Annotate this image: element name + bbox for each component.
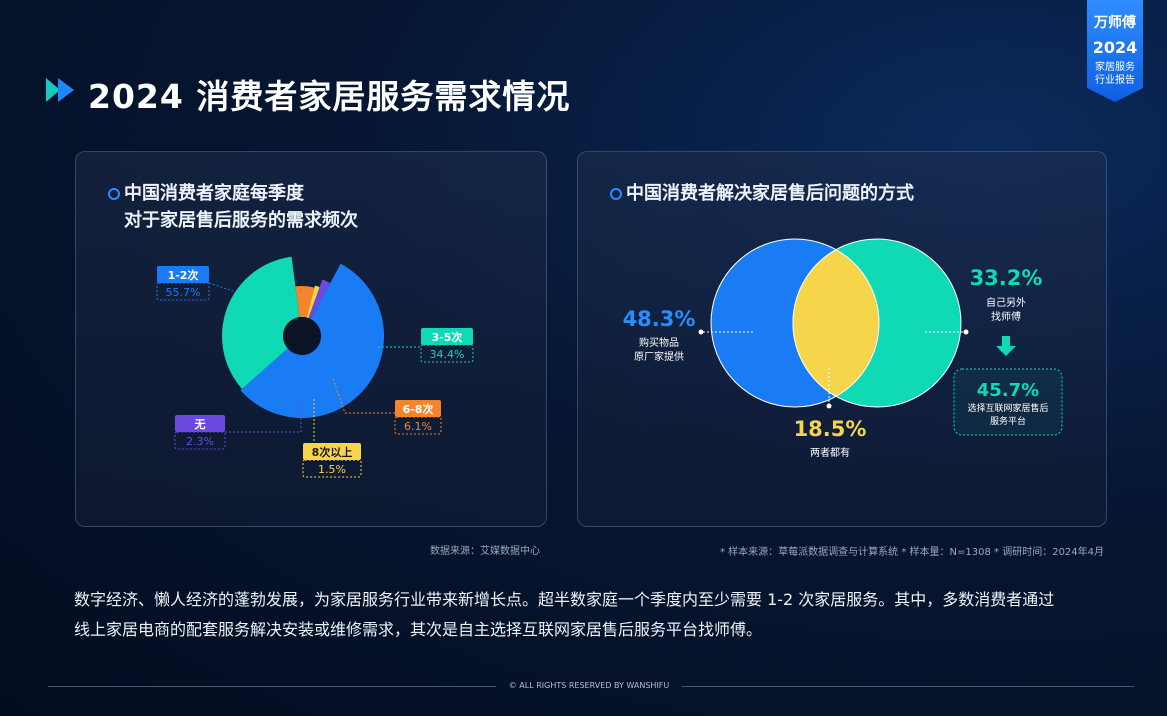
- pie-value-box: [420, 344, 474, 363]
- platform-callout-box: [953, 368, 1063, 436]
- pie-leader-line: [225, 401, 302, 433]
- pie-label-box: [303, 443, 361, 460]
- venn-right-label: 自己另外: [986, 296, 1026, 309]
- venn-intersection-label: 两者都有: [810, 446, 850, 459]
- solution-title: 中国消费者解决家居售后问题的方式: [626, 183, 914, 204]
- pie-label-box: [421, 328, 473, 345]
- venn-anchor-dot: [698, 329, 704, 335]
- badge-brand: 万师傅: [1094, 15, 1136, 31]
- circle-bullet-icon: [610, 188, 622, 200]
- pie-category-label: 1-2次: [168, 268, 199, 282]
- pie-value-box: [394, 416, 442, 435]
- venn-left-value: 48.3%: [623, 307, 696, 331]
- circle-bullet-icon: [108, 188, 120, 200]
- pie-value-label: 2.3%: [186, 435, 214, 448]
- frequency-pie-chart: 1-2次 55.7% 3-5次 34.4% 6-8次 6.1% 8次以上 1.5% 无 2.3%: [156, 256, 474, 478]
- report-badge: 万师傅 2024 家居服务 行业报告: [1087, 0, 1143, 102]
- pie-category-label: 8次以上: [312, 445, 353, 459]
- left-data-source: 数据来源：艾媒数据中心: [430, 546, 540, 557]
- venn-right-label: 找师傅: [991, 310, 1021, 323]
- pie-slice: [240, 263, 384, 419]
- pie-hole: [283, 317, 321, 355]
- pie-value-box: [156, 282, 210, 301]
- pie-value-label: 55.7%: [166, 286, 201, 299]
- venn-intersection: [792, 249, 880, 397]
- summary-line1: 数字经济、懒人经济的蓬勃发展，为家居服务行业带来新增长点。超半数家庭一个季度内至…: [74, 590, 1055, 609]
- right-data-source: * 样本来源：草莓派数据调查与计算系统 * 样本量：N=1308 * 调研时间：…: [720, 547, 1105, 558]
- frequency-title-line1: 中国消费者家庭每季度: [124, 183, 304, 204]
- pie-value-label: 34.4%: [430, 348, 465, 361]
- pie-category-label: 无: [194, 418, 206, 431]
- badge-line2: 行业报告: [1095, 75, 1135, 86]
- page-title: 2024 消费者家居服务需求情况: [88, 77, 571, 116]
- venn-right-value: 33.2%: [970, 266, 1043, 290]
- pie-label-box: [395, 400, 441, 417]
- pie-slice: [295, 286, 315, 318]
- venn-left-label: 购买物品: [639, 336, 679, 349]
- pie-slice: [221, 256, 300, 389]
- pie-slice: [306, 285, 320, 319]
- venn-intersection-value: 18.5%: [794, 417, 867, 441]
- pie-value-label: 1.5%: [318, 463, 346, 476]
- pie-slice: [308, 279, 331, 320]
- footer-divider: [48, 686, 496, 687]
- summary-line2: 线上家居电商的配套服务解决安装或维修需求，其次是自主选择互联网家居售后服务平台找…: [74, 620, 763, 639]
- venn-anchor-dot: [826, 403, 832, 409]
- venn-anchor-dot: [963, 329, 969, 335]
- badge-line1: 家居服务: [1095, 62, 1135, 73]
- summary-text: 数字经济、懒人经济的蓬勃发展，为家居服务行业带来新增长点。超半数家庭一个季度内至…: [74, 585, 1114, 645]
- pie-value-label: 6.1%: [404, 420, 432, 433]
- arrow-down-icon: [996, 336, 1016, 356]
- footer-copyright: © ALL RIGHTS RESERVED BY WANSHIFU: [508, 681, 670, 690]
- pie-label-box: [175, 415, 225, 432]
- play-arrows-icon: [46, 78, 74, 102]
- pie-category-label: 6-8次: [403, 402, 434, 416]
- platform-callout-label: 服务平台: [990, 415, 1026, 427]
- platform-callout-value: 45.7%: [977, 380, 1039, 401]
- platform-callout-label: 选择互联网家居售后: [967, 402, 1048, 414]
- pie-leader-line: [208, 282, 234, 292]
- frequency-title-line2: 对于家居售后服务的需求频次: [124, 210, 358, 231]
- pie-label-box: [157, 266, 209, 283]
- badge-year: 2024: [1092, 38, 1138, 57]
- footer-divider: [682, 686, 1134, 687]
- pie-leader-line: [332, 378, 395, 414]
- venn-left-label: 原厂家提供: [634, 350, 684, 363]
- pie-category-label: 3-5次: [432, 330, 463, 344]
